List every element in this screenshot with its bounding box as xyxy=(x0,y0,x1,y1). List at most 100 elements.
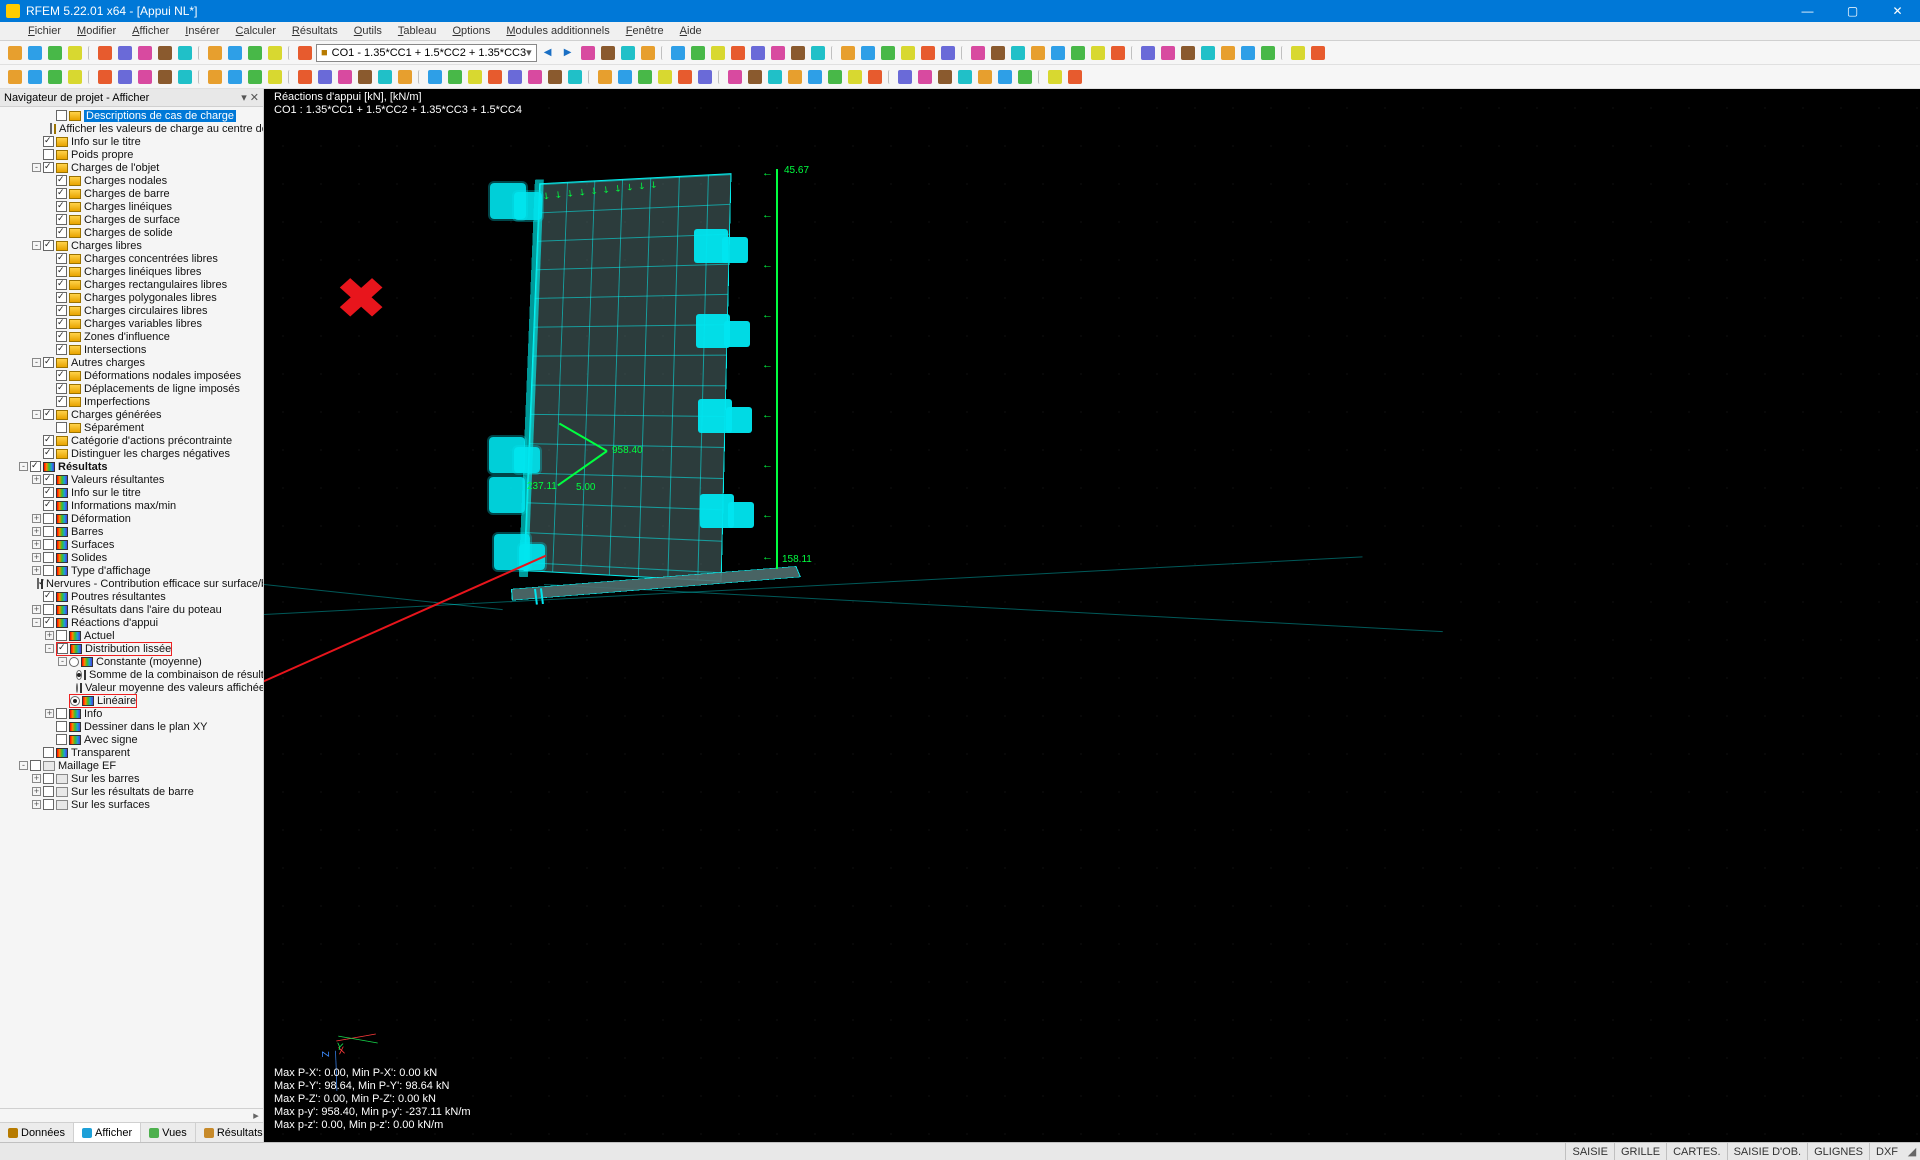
checkbox[interactable] xyxy=(43,357,54,368)
tree-item[interactable]: ·Avec signe xyxy=(0,733,263,746)
toolbar-button[interactable] xyxy=(206,68,224,86)
toolbar-button[interactable] xyxy=(226,68,244,86)
checkbox[interactable] xyxy=(43,513,54,524)
status-pane-saisiedob[interactable]: SAISIE D'OB. xyxy=(1727,1143,1808,1160)
toolbar-button[interactable] xyxy=(46,44,64,62)
toolbar-button[interactable] xyxy=(969,44,987,62)
tree-item[interactable]: -Autres charges xyxy=(0,356,263,369)
checkbox[interactable] xyxy=(43,552,54,563)
toolbar-button[interactable] xyxy=(296,68,314,86)
toolbar-button[interactable] xyxy=(296,44,314,62)
collapse-icon[interactable]: - xyxy=(32,410,41,419)
tree-item[interactable]: -Constante (moyenne) xyxy=(0,655,263,668)
toolbar-button[interactable] xyxy=(879,44,897,62)
toolbar-button[interactable] xyxy=(1016,68,1034,86)
tree-item[interactable]: -Réactions d'appui xyxy=(0,616,263,629)
toolbar-button[interactable] xyxy=(266,44,284,62)
expand-icon[interactable]: + xyxy=(32,514,41,523)
toolbar-button[interactable] xyxy=(769,44,787,62)
menu-calculer[interactable]: Calculer xyxy=(228,25,284,37)
toolbar-button[interactable] xyxy=(1199,44,1217,62)
tree-item[interactable]: ·Charges variables libres xyxy=(0,317,263,330)
tree-item[interactable]: ·Charges circulaires libres xyxy=(0,304,263,317)
navigator-pin-icon[interactable]: ▾ ✕ xyxy=(241,91,259,104)
tree-item[interactable]: +Sur les barres xyxy=(0,772,263,785)
toolbar-button[interactable] xyxy=(396,68,414,86)
tree-item[interactable]: ·Descriptions de cas de charge xyxy=(0,109,263,122)
toolbar-button[interactable] xyxy=(689,44,707,62)
checkbox[interactable] xyxy=(43,526,54,537)
toolbar-button[interactable] xyxy=(826,68,844,86)
checkbox[interactable] xyxy=(43,604,54,615)
status-pane-glignes[interactable]: GLIGNES xyxy=(1807,1143,1869,1160)
toolbar-button[interactable] xyxy=(116,44,134,62)
toolbar-button[interactable] xyxy=(46,68,64,86)
toolbar-button[interactable] xyxy=(156,44,174,62)
toolbar-button[interactable] xyxy=(206,44,224,62)
toolbar-button[interactable] xyxy=(839,44,857,62)
toolbar-button[interactable] xyxy=(749,44,767,62)
toolbar-button[interactable] xyxy=(246,44,264,62)
toolbar-button[interactable] xyxy=(806,68,824,86)
toolbar-button[interactable] xyxy=(636,68,654,86)
expand-icon[interactable]: + xyxy=(32,605,41,614)
toolbar-button[interactable] xyxy=(976,68,994,86)
toolbar-button[interactable] xyxy=(939,44,957,62)
radio[interactable] xyxy=(69,657,79,667)
checkbox[interactable] xyxy=(56,630,67,641)
tree-item[interactable]: ·Distinguer les charges négatives xyxy=(0,447,263,460)
checkbox[interactable] xyxy=(43,136,54,147)
tree-item[interactable]: ·Nervures - Contribution efficace sur su… xyxy=(0,577,263,590)
checkbox[interactable] xyxy=(56,227,67,238)
toolbar-button[interactable] xyxy=(1139,44,1157,62)
tree-item[interactable]: +Résultats dans l'aire du poteau xyxy=(0,603,263,616)
tree-item[interactable]: ·Charges nodales xyxy=(0,174,263,187)
checkbox[interactable] xyxy=(50,123,52,134)
toolbar-button[interactable] xyxy=(809,44,827,62)
tree-item[interactable]: ·Afficher les valeurs de charge au centr… xyxy=(0,122,263,135)
tree-item[interactable]: ·Charges linéiques xyxy=(0,200,263,213)
checkbox[interactable] xyxy=(56,734,67,745)
toolbar-button[interactable] xyxy=(989,44,1007,62)
toolbar-button[interactable] xyxy=(786,68,804,86)
collapse-icon[interactable]: - xyxy=(58,657,67,666)
toolbar-button[interactable] xyxy=(1046,68,1064,86)
toolbar-button[interactable] xyxy=(506,68,524,86)
checkbox[interactable] xyxy=(56,175,67,186)
checkbox[interactable] xyxy=(43,448,54,459)
toolbar-button[interactable] xyxy=(266,68,284,86)
checkbox[interactable] xyxy=(56,396,67,407)
checkbox[interactable] xyxy=(56,305,67,316)
checkbox[interactable] xyxy=(56,292,67,303)
toolbar-button[interactable] xyxy=(156,68,174,86)
toolbar-button[interactable] xyxy=(1066,68,1084,86)
toolbar-button[interactable] xyxy=(789,44,807,62)
toolbar-button[interactable] xyxy=(546,68,564,86)
status-pane-saisie[interactable]: SAISIE xyxy=(1565,1143,1613,1160)
tree-item[interactable]: +Info xyxy=(0,707,263,720)
toolbar-button[interactable] xyxy=(936,68,954,86)
close-button[interactable]: ✕ xyxy=(1875,0,1920,22)
toolbar-button[interactable] xyxy=(669,44,687,62)
toolbar-button[interactable] xyxy=(1239,44,1257,62)
tree-item[interactable]: +Sur les surfaces xyxy=(0,798,263,811)
checkbox[interactable] xyxy=(43,162,54,173)
nav-tab-données[interactable]: Données xyxy=(0,1123,74,1142)
menu-modifier[interactable]: Modifier xyxy=(69,25,124,37)
toolbar-button[interactable] xyxy=(896,68,914,86)
toolbar-button[interactable] xyxy=(26,44,44,62)
expand-icon[interactable]: + xyxy=(32,787,41,796)
toolbar-button[interactable] xyxy=(1049,44,1067,62)
toolbar-button[interactable] xyxy=(136,68,154,86)
toolbar-button[interactable] xyxy=(709,44,727,62)
toolbar-button[interactable] xyxy=(859,44,877,62)
tree-item[interactable]: +Déformation xyxy=(0,512,263,525)
toolbar-button[interactable] xyxy=(766,68,784,86)
checkbox[interactable] xyxy=(30,760,41,771)
toolbar-button[interactable] xyxy=(446,68,464,86)
toolbar-button[interactable] xyxy=(619,44,637,62)
tree-item[interactable]: ·Somme de la combinaison de résultats xyxy=(0,668,263,681)
checkbox[interactable] xyxy=(43,240,54,251)
collapse-icon[interactable]: - xyxy=(32,618,41,627)
tree-item[interactable]: -Distribution lissée xyxy=(0,642,263,655)
